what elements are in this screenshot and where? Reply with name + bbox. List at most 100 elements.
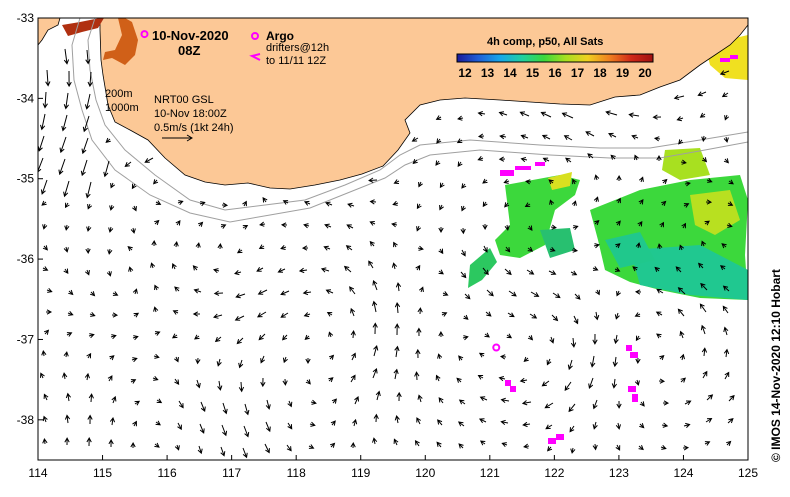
current-arrow	[350, 330, 356, 339]
current-arrow	[635, 242, 641, 249]
current-arrow	[521, 400, 532, 406]
current-arrow	[177, 200, 184, 206]
current-arrow	[477, 133, 485, 139]
current-arrow	[89, 311, 96, 317]
current-arrow	[154, 442, 160, 448]
current-arrow	[614, 267, 621, 272]
current-arrow	[704, 441, 711, 446]
current-arrow	[110, 182, 116, 189]
current-arrow	[302, 289, 312, 296]
current-arrow	[523, 443, 530, 449]
current-arrow	[108, 226, 114, 233]
current-arrow	[726, 440, 732, 447]
current-arrow	[458, 399, 466, 405]
current-arrow	[637, 220, 643, 227]
current-arrow	[257, 289, 268, 295]
current-arrow	[85, 181, 92, 199]
current-arrow	[592, 266, 599, 271]
current-arrow	[154, 219, 160, 226]
current-arrow	[323, 245, 331, 251]
current-arrow	[264, 443, 270, 454]
current-arrow	[549, 199, 555, 206]
current-arrow	[658, 378, 666, 384]
current-arrow	[45, 69, 51, 87]
current-arrow	[220, 224, 227, 229]
current-arrow	[258, 333, 266, 341]
current-arrow	[723, 348, 730, 358]
current-arrow	[42, 223, 48, 230]
current-arrows	[38, 48, 735, 459]
current-arrow	[723, 326, 729, 336]
current-arrow	[212, 268, 220, 274]
y-tick-label: -36	[17, 252, 35, 266]
current-arrow	[151, 239, 157, 247]
current-arrow	[282, 356, 288, 364]
current-arrow	[545, 424, 553, 430]
current-arrow	[64, 202, 70, 209]
current-arrow	[541, 134, 551, 140]
current-arrow	[372, 322, 378, 335]
current-arrow	[67, 310, 74, 316]
current-arrow	[88, 393, 94, 403]
current-arrow	[549, 246, 556, 252]
current-arrow	[328, 377, 334, 383]
current-arrow	[217, 242, 223, 250]
current-arrow	[417, 307, 423, 315]
current-arrow	[287, 400, 293, 408]
current-arrow	[478, 418, 487, 424]
current-arrow	[525, 179, 532, 185]
current-arrow	[396, 391, 402, 402]
current-arrow	[478, 352, 485, 358]
model-info-scale: 0.5m/s (1kt 24h)	[154, 122, 233, 134]
current-arrow	[87, 71, 93, 88]
current-arrow	[373, 413, 379, 423]
current-arrow	[38, 135, 45, 152]
current-arrow	[46, 287, 53, 293]
current-arrow	[111, 395, 117, 404]
current-arrow	[220, 446, 226, 457]
x-tick-label: 122	[544, 466, 564, 480]
current-arrow	[634, 379, 640, 386]
current-arrow	[195, 242, 201, 249]
y-tick-label: -37	[17, 332, 35, 346]
current-arrow	[655, 311, 663, 317]
current-arrow	[391, 222, 398, 228]
contour-1000m	[71, 18, 748, 223]
current-arrow	[661, 200, 667, 207]
current-arrow	[499, 354, 507, 360]
y-axis: -33 -34 -35 -36 -37 -38	[17, 11, 43, 427]
current-arrow	[173, 240, 179, 248]
current-arrow	[200, 401, 206, 413]
current-arrow	[243, 425, 250, 438]
current-arrow	[150, 262, 156, 269]
current-arrow	[392, 200, 399, 206]
current-arrow	[105, 137, 111, 143]
current-arrow	[351, 352, 356, 361]
x-tick-label: 121	[480, 466, 500, 480]
current-arrow	[616, 290, 621, 297]
current-arrow	[482, 245, 488, 253]
current-arrow	[64, 437, 70, 446]
current-arrow	[152, 375, 159, 381]
current-arrow	[524, 202, 531, 208]
current-arrow	[724, 371, 730, 380]
current-arrow	[722, 305, 729, 314]
current-arrow	[615, 444, 621, 451]
current-arrow	[373, 345, 379, 357]
model-info-name: NRT00 GSL	[154, 94, 214, 106]
current-arrow	[213, 290, 224, 296]
current-arrow	[324, 223, 332, 229]
current-arrow	[63, 246, 69, 253]
current-arrow	[592, 421, 598, 430]
current-arrow	[236, 337, 244, 345]
current-arrow	[234, 315, 245, 321]
current-arrow	[59, 136, 67, 154]
current-arrow	[328, 354, 335, 360]
current-arrow	[130, 379, 137, 384]
colorbar-tick-label: 16	[548, 66, 562, 80]
current-arrow	[349, 286, 356, 295]
current-arrow	[486, 289, 494, 297]
current-arrow	[42, 415, 48, 423]
current-arrow	[177, 422, 182, 431]
current-arrow	[308, 444, 315, 449]
